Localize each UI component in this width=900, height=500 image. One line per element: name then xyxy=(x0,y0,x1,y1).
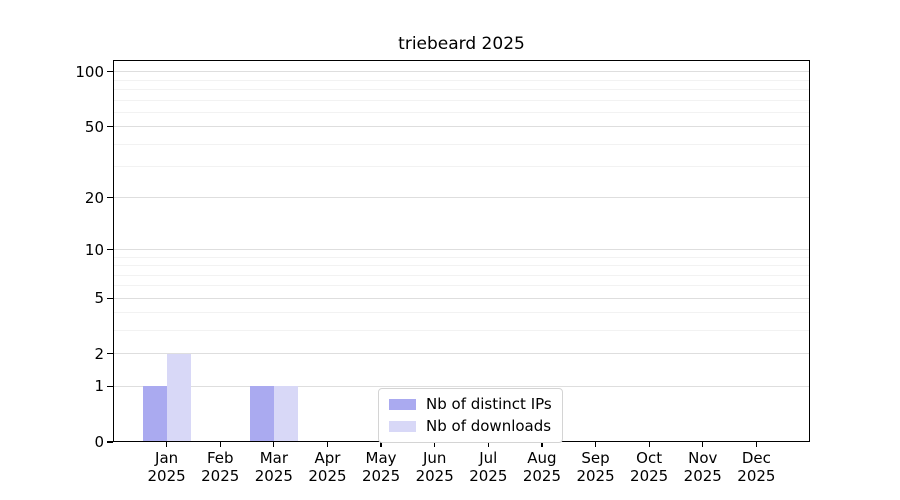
y-gridline-minor xyxy=(113,99,810,101)
x-tick-label: Nov 2025 xyxy=(671,449,735,485)
x-tick-label: Mar 2025 xyxy=(242,449,306,485)
y-tick-mark xyxy=(107,297,113,299)
x-tick-year: 2025 xyxy=(683,467,722,485)
y-tick-mark xyxy=(107,385,113,387)
x-tick-month: Jul xyxy=(479,449,498,467)
x-tick-year: 2025 xyxy=(361,467,401,485)
x-tick-month: Sep xyxy=(581,449,610,467)
x-tick-label: Jan 2025 xyxy=(135,449,199,485)
x-tick-year: 2025 xyxy=(254,467,293,485)
y-tick-label: 10 xyxy=(84,240,104,259)
x-tick-mark xyxy=(380,442,382,447)
legend-swatch xyxy=(389,399,416,410)
y-gridline-minor xyxy=(113,312,810,314)
x-tick-mark xyxy=(434,442,436,447)
grid-layer xyxy=(113,60,810,442)
chart-title: triebeard 2025 xyxy=(398,34,525,54)
bar xyxy=(273,386,298,442)
y-tick-label: 100 xyxy=(75,62,104,81)
x-tick-month: Nov xyxy=(688,449,718,467)
x-tick-month: Aug xyxy=(527,449,557,467)
y-gridline-major xyxy=(113,249,810,251)
bar xyxy=(142,386,167,442)
y-tick-mark xyxy=(107,126,113,128)
y-gridline-minor xyxy=(113,285,810,287)
x-tick-mark xyxy=(648,442,650,447)
x-tick-label: Feb 2025 xyxy=(188,449,252,485)
y-gridline-major xyxy=(113,297,810,299)
y-tick-label: 5 xyxy=(94,289,104,308)
bar xyxy=(249,386,274,442)
x-tick-year: 2025 xyxy=(469,467,508,485)
x-tick-label: Sep 2025 xyxy=(564,449,628,485)
x-tick-month: Oct xyxy=(636,449,663,467)
y-tick-mark xyxy=(107,353,113,355)
x-tick-year: 2025 xyxy=(522,467,562,485)
y-gridline-minor xyxy=(113,330,810,332)
x-tick-label: Jul 2025 xyxy=(456,449,520,485)
plot-area: Nb of distinct IPs Nb of downloads xyxy=(113,60,810,443)
x-tick-month: Feb xyxy=(206,449,234,467)
x-tick-mark xyxy=(273,442,275,447)
x-tick-mark xyxy=(541,442,543,447)
y-gridline-minor xyxy=(113,79,810,81)
y-gridline-minor xyxy=(113,274,810,276)
x-tick-mark xyxy=(487,442,489,447)
x-tick-year: 2025 xyxy=(415,467,454,485)
y-gridline-major xyxy=(113,197,810,199)
x-tick-label: Jun 2025 xyxy=(403,449,467,485)
y-gridline-minor xyxy=(113,166,810,168)
y-gridline-minor xyxy=(113,89,810,90)
legend-label: Nb of distinct IPs xyxy=(426,395,552,413)
x-tick-mark xyxy=(166,442,168,447)
y-tick-mark xyxy=(107,71,113,73)
bars-layer xyxy=(113,60,810,442)
x-tick-year: 2025 xyxy=(576,467,615,485)
y-tick-mark xyxy=(107,441,113,443)
y-gridline-minor xyxy=(113,256,810,258)
x-tick-label: Dec 2025 xyxy=(724,449,788,485)
y-gridline-major xyxy=(113,126,810,128)
y-gridline-minor xyxy=(113,265,810,267)
legend-swatch xyxy=(389,421,416,432)
legend: Nb of distinct IPs Nb of downloads xyxy=(378,388,563,443)
y-gridline-major xyxy=(113,71,810,73)
bar xyxy=(166,353,191,442)
x-tick-year: 2025 xyxy=(147,467,186,485)
y-gridline-major xyxy=(113,385,810,387)
y-tick-label: 0 xyxy=(94,433,104,451)
x-tick-year: 2025 xyxy=(201,467,240,485)
x-tick-mark xyxy=(702,442,704,447)
x-tick-month: Jan xyxy=(155,449,179,467)
y-gridline-minor xyxy=(113,111,810,113)
y-tick-label: 20 xyxy=(84,188,104,207)
x-tick-mark xyxy=(755,442,757,447)
legend-item: Nb of downloads xyxy=(389,418,552,435)
legend-label: Nb of downloads xyxy=(426,417,552,435)
x-tick-mark xyxy=(326,442,329,447)
x-tick-month: Apr xyxy=(314,449,341,467)
y-tick-label: 1 xyxy=(94,377,104,396)
y-tick-label: 2 xyxy=(94,344,104,363)
y-tick-mark xyxy=(107,197,113,199)
y-gridline-major xyxy=(113,353,810,355)
x-tick-mark xyxy=(594,442,597,447)
x-tick-label: May 2025 xyxy=(349,449,413,485)
y-tick-mark xyxy=(107,249,113,251)
x-tick-month: Dec xyxy=(741,449,771,467)
x-tick-mark xyxy=(219,442,221,447)
x-tick-year: 2025 xyxy=(737,467,776,485)
y-tick-label: 50 xyxy=(84,117,104,136)
x-tick-month: Mar xyxy=(259,449,288,467)
x-tick-month: May xyxy=(365,449,397,467)
x-tick-label: Aug 2025 xyxy=(510,449,574,485)
legend-item: Nb of distinct IPs xyxy=(389,396,552,413)
x-tick-label: Oct 2025 xyxy=(617,449,681,485)
x-tick-year: 2025 xyxy=(630,467,669,485)
x-tick-year: 2025 xyxy=(308,467,347,485)
x-tick-month: Jun xyxy=(422,449,447,467)
y-gridline-minor xyxy=(113,143,810,145)
x-tick-label: Apr 2025 xyxy=(295,449,359,485)
